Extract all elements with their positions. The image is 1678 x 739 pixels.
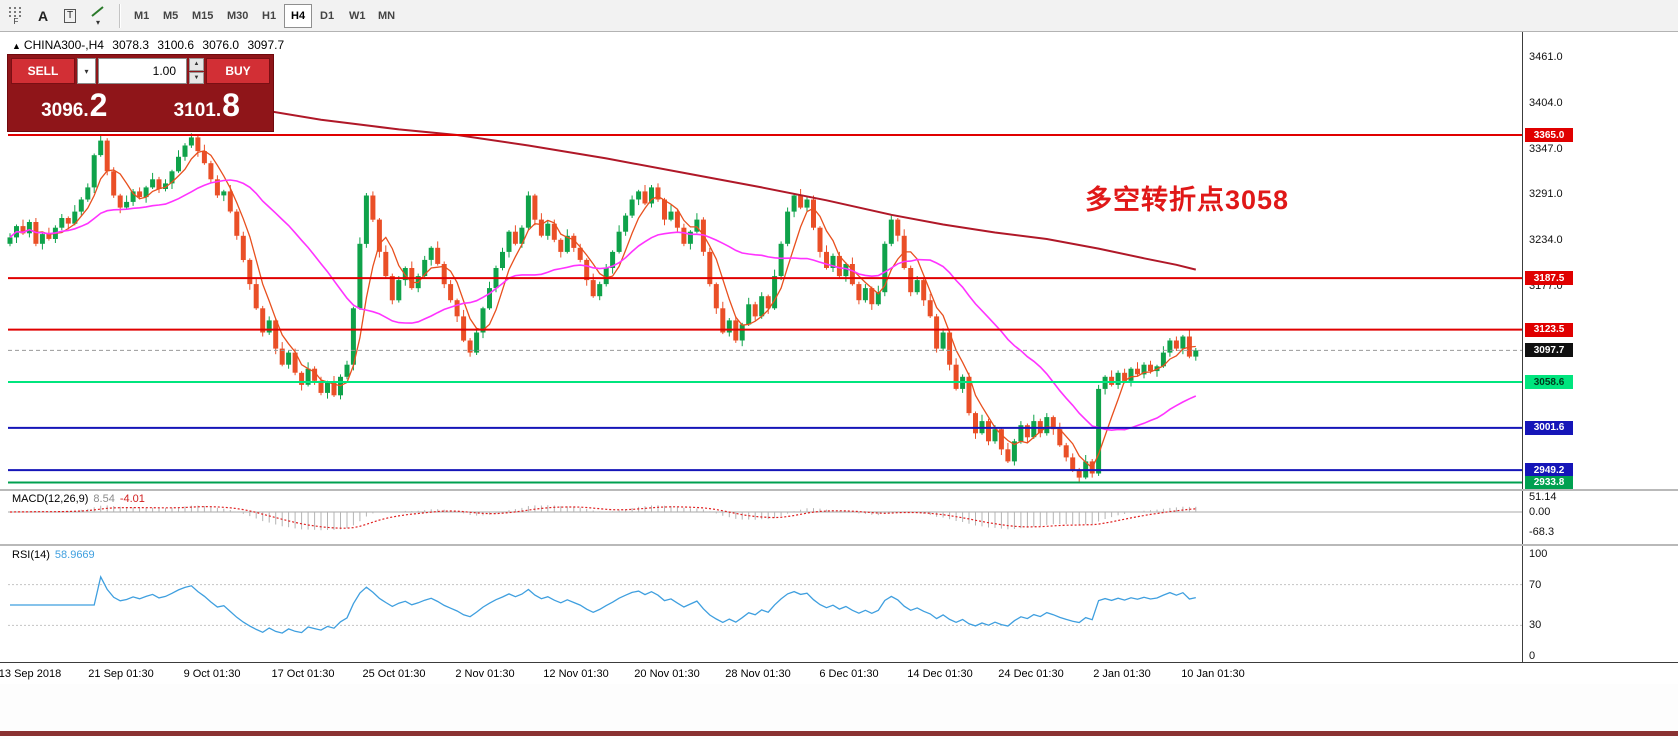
trade-prices-row: 3096. 2 3101. 8	[8, 85, 273, 129]
macd-axis-label: 51.14	[1529, 491, 1557, 503]
rsi-label: RSI(14) 58.9669	[12, 549, 95, 561]
bottom-window-edge	[0, 684, 1678, 739]
price-tick-label: 3234.0	[1529, 233, 1563, 246]
timeframe-button-m1[interactable]: M1	[127, 4, 155, 28]
order-type-dropdown[interactable]: ▾	[77, 58, 96, 84]
drawing-tools-button[interactable]: ▾	[85, 2, 109, 30]
timeframe-button-m30[interactable]: M30	[220, 4, 254, 28]
time-axis-label: 12 Nov 01:30	[543, 668, 609, 680]
timeframe-button-m15[interactable]: M15	[185, 4, 219, 28]
docked-window-border	[0, 731, 1678, 736]
time-axis-label: 28 Nov 01:30	[725, 668, 791, 680]
macd-panel[interactable]	[0, 491, 1678, 544]
timeframe-button-m5[interactable]: M5	[156, 4, 184, 28]
buy-price[interactable]: 3101. 8	[173, 87, 240, 123]
price-tick-label: 3461.0	[1529, 50, 1563, 63]
rsi-axis-label: 100	[1529, 548, 1548, 560]
top-toolbar: F A T ▾ M1 M5 M15 M30 H1 H4 D1 W1 MN	[0, 0, 1678, 32]
ohlc-close: 3097.7	[247, 38, 285, 52]
f-marker-label: F	[13, 17, 19, 26]
ohlc-high: 3100.6	[157, 38, 195, 52]
rsi-panel[interactable]	[0, 546, 1678, 661]
timeframe-button-h1[interactable]: H1	[255, 4, 283, 28]
buy-button[interactable]: BUY	[206, 58, 270, 84]
macd-signal-value: -4.01	[119, 493, 145, 505]
time-axis-label: 20 Nov 01:30	[634, 668, 700, 680]
trendline-icon	[90, 5, 104, 17]
time-axis-label: 2 Jan 01:30	[1093, 668, 1151, 680]
sell-price[interactable]: 3096. 2	[41, 87, 108, 123]
rsi-value: 58.9669	[54, 549, 95, 561]
panel-splitter[interactable]	[0, 489, 1678, 491]
spinner-down-icon[interactable]: ▼	[189, 71, 204, 84]
symbol-name: CHINA300-,H4	[23, 38, 104, 52]
price-tick-label: 3291.0	[1529, 187, 1563, 200]
price-level-badge: 3187.5	[1525, 271, 1573, 286]
time-axis-label: 9 Oct 01:30	[183, 668, 241, 680]
time-axis-label: 6 Dec 01:30	[819, 668, 879, 680]
time-axis-label: 10 Jan 01:30	[1181, 668, 1245, 680]
text-label-tool-button[interactable]: A	[31, 2, 55, 30]
price-tick-label: 3347.0	[1529, 142, 1563, 155]
ohlc-low: 3076.0	[202, 38, 240, 52]
price-tick-label: 3404.0	[1529, 96, 1563, 109]
rsi-axis-label: 70	[1529, 578, 1542, 591]
time-axis-label: 21 Sep 01:30	[88, 668, 154, 680]
timeframe-toolbar: M1 M5 M15 M30 H1 H4 D1 W1 MN	[127, 3, 400, 28]
time-axis-label: 25 Oct 01:30	[362, 668, 426, 680]
time-axis-label: 2 Nov 01:30	[455, 668, 515, 680]
time-axis-label: 17 Oct 01:30	[271, 668, 335, 680]
timeframe-button-mn[interactable]: MN	[371, 4, 399, 28]
chart-annotation: 多空转折点3058	[1085, 185, 1290, 215]
price-level-badge: 3365.0	[1525, 128, 1573, 142]
timeframe-button-w1[interactable]: W1	[342, 4, 370, 28]
chevron-down-icon: ▾	[84, 66, 89, 76]
ohlc-open: 3078.3	[112, 38, 149, 52]
sell-button[interactable]: SELL	[11, 58, 75, 84]
volume-stepper: ▲ ▼	[189, 58, 204, 84]
panel-splitter[interactable]	[0, 544, 1678, 546]
macd-main-value: 8.54	[93, 493, 115, 505]
symbol-info: ▲ CHINA300-,H4 3078.3 3100.6 3076.0 3097.…	[12, 38, 289, 52]
tick-grid-icon[interactable]: F	[4, 2, 28, 30]
timeframe-button-d1[interactable]: D1	[313, 4, 341, 28]
text-frame-tool-button[interactable]: T	[58, 2, 82, 30]
symbol-arrow-icon: ▲	[12, 41, 21, 51]
time-axis-label: 13 Sep 2018	[0, 668, 62, 680]
chevron-down-icon: ▾	[95, 17, 100, 27]
price-chart[interactable]	[0, 32, 1678, 489]
macd-axis-label: -68.3	[1529, 526, 1555, 538]
timeframe-button-h4[interactable]: H4	[284, 3, 312, 28]
time-axis-label: 24 Dec 01:30	[998, 668, 1064, 680]
trade-controls-row: SELL ▾ ▲ ▼ BUY	[8, 55, 273, 85]
macd-axis-label: 0.00	[1529, 506, 1551, 518]
price-level-badge: 2933.8	[1525, 475, 1573, 490]
time-axis-label: 14 Dec 01:30	[907, 668, 973, 680]
time-axis[interactable]: 13 Sep 2018 21 Sep 01:30 9 Oct 01:30 17 Oct…	[0, 662, 1678, 685]
grid-dots-icon	[9, 7, 21, 17]
price-level-badge: 3001.6	[1525, 420, 1573, 435]
spinner-up-icon[interactable]: ▲	[189, 58, 204, 71]
macd-label: MACD(12,26,9) 8.54 -4.01	[12, 493, 145, 505]
price-level-badge: 3058.6	[1525, 375, 1573, 389]
text-frame-icon: T	[63, 8, 77, 23]
rsi-axis-label: 30	[1529, 619, 1542, 632]
price-axis: 3461.0 3404.0 3347.0 3291.0 3234.0 3177.0 3365…	[1522, 32, 1678, 684]
price-level-badge: 3123.5	[1525, 322, 1573, 337]
price-level-badge: 2949.2	[1525, 463, 1573, 478]
volume-input[interactable]	[98, 58, 187, 84]
toolbar-separator	[119, 3, 120, 28]
rsi-axis-label: 0	[1529, 650, 1536, 662]
one-click-trading-panel: SELL ▾ ▲ ▼ BUY 3096.2 3101.8	[8, 55, 273, 131]
price-level-badge: 3097.7	[1525, 343, 1573, 358]
